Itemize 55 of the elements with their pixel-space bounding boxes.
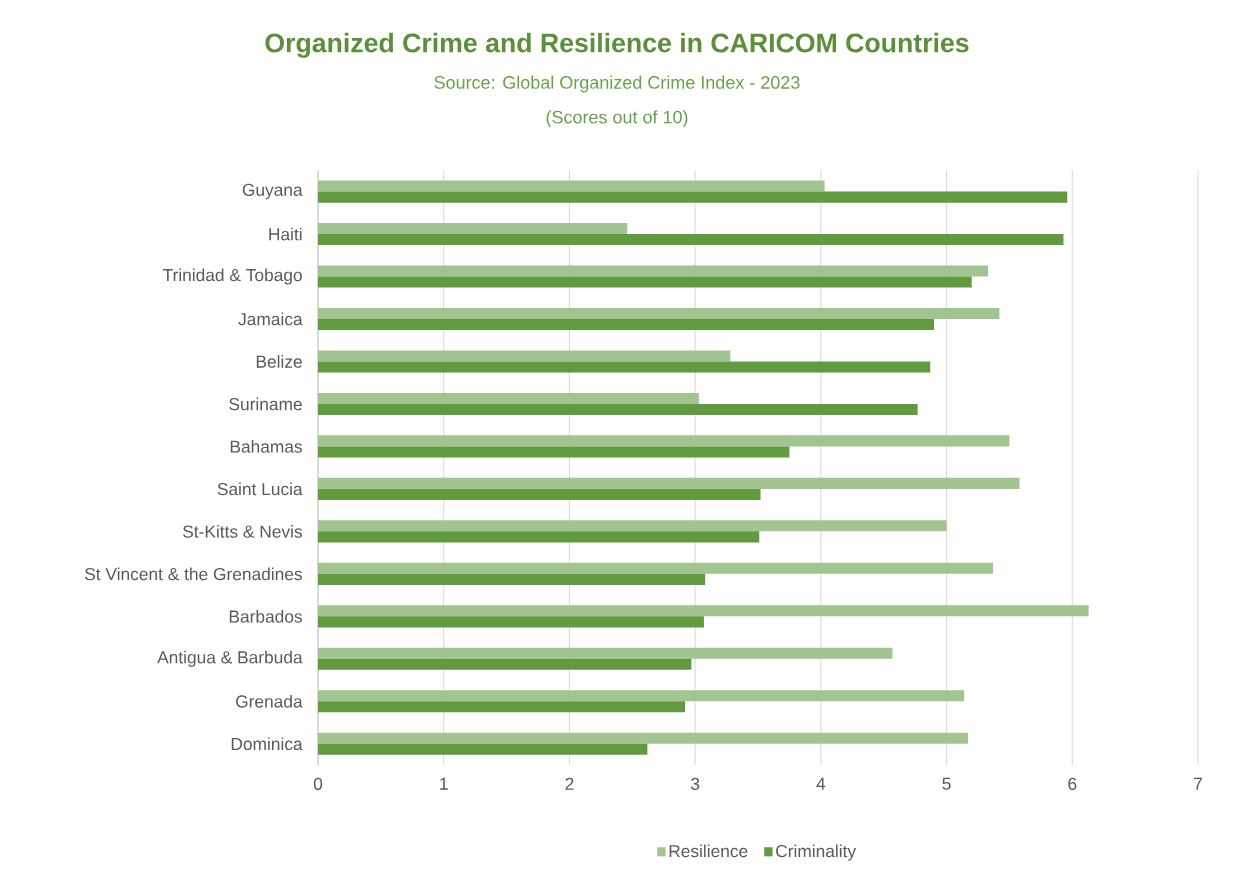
bar <box>318 573 706 585</box>
bar <box>318 562 994 574</box>
bar <box>318 222 628 235</box>
bar <box>318 531 760 543</box>
bar <box>318 520 947 532</box>
bar <box>318 191 1068 203</box>
bar <box>318 318 935 331</box>
bar <box>318 234 1064 246</box>
bar <box>318 732 968 744</box>
bar <box>318 446 790 458</box>
bar <box>318 361 931 373</box>
x-tick-label: 3 <box>691 777 700 790</box>
chart-subtitle: Source: Global Organized Crime Index - 2023 <box>434 75 800 93</box>
bar <box>318 392 699 404</box>
bar <box>318 488 761 500</box>
bar <box>318 403 918 416</box>
y-tick-label: Dominica <box>231 737 303 751</box>
y-tick-label: Grenada <box>236 694 303 708</box>
y-tick-label: Guyana <box>242 183 303 200</box>
y-tick-label: Antigua & Barbuda <box>157 650 303 667</box>
y-tick-label: Haiti <box>269 227 302 241</box>
bar <box>318 743 648 755</box>
x-tick-label: 4 <box>816 777 826 790</box>
bar <box>318 647 893 659</box>
chart-title: Organized Crime and Resilience in CARICOM Countries <box>265 32 969 58</box>
x-tick-label: 1 <box>440 777 448 790</box>
x-tick-label: 7 <box>1194 777 1202 790</box>
y-tick-label: Belize <box>256 355 302 368</box>
bar <box>318 435 1010 447</box>
bar <box>318 605 1089 617</box>
bar <box>318 658 692 670</box>
legend-label: Criminality <box>776 844 857 861</box>
legend-label: Resilience <box>669 844 748 858</box>
bar <box>318 616 704 628</box>
x-tick-label: 2 <box>565 777 574 790</box>
bar <box>318 307 1000 319</box>
text: (Scores out of 10) <box>546 110 688 128</box>
x-tick-label: 5 <box>942 777 951 790</box>
y-tick-label: Barbados <box>229 609 302 623</box>
bar <box>318 180 825 192</box>
x-tick-label: 0 <box>313 777 323 790</box>
y-tick-label: Saint Lucia <box>217 482 303 496</box>
y-tick-label: Trinidad & Tobago <box>162 268 302 285</box>
bar <box>318 477 1020 489</box>
y-tick-label: Bahamas <box>230 440 302 453</box>
y-tick-label: St Vincent & the Grenadines <box>85 567 302 581</box>
bar <box>318 350 731 362</box>
x-tick-label: 6 <box>1068 777 1077 790</box>
bar <box>318 276 972 288</box>
bar <box>318 690 965 702</box>
y-tick-label: Jamaica <box>238 312 303 326</box>
bar <box>318 265 989 277</box>
y-tick-label: St-Kitts & Nevis <box>183 525 302 538</box>
bar <box>318 701 686 713</box>
y-tick-label: Suriname <box>229 397 302 411</box>
